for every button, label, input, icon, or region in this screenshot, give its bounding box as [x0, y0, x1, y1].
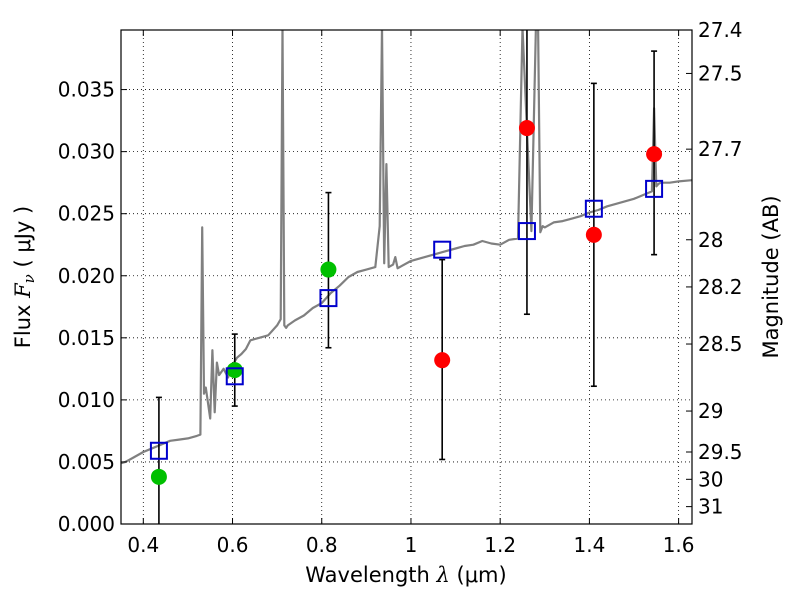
y-tick-label: 0.025	[58, 202, 115, 226]
model-point	[225, 367, 244, 386]
model-point	[433, 240, 452, 259]
y-axis-label: Flux Fν ( μJy )	[11, 206, 38, 348]
model-point	[645, 179, 664, 198]
x-tick-label: 0.8	[306, 533, 338, 557]
y2-tick-label: 29	[698, 399, 723, 423]
detection-point	[320, 261, 337, 278]
y2-tick-label: 27.5	[698, 61, 743, 85]
model-point	[517, 222, 536, 241]
plot-data	[121, 30, 692, 465]
x-axis-label: Wavelength λ (μm)	[305, 563, 506, 587]
limit-point	[434, 352, 451, 369]
detection-point	[226, 362, 243, 379]
y2-tick-label: 31	[698, 495, 723, 519]
y-tick-label: 0.015	[58, 326, 115, 350]
y2-tick-label: 28.2	[698, 275, 743, 299]
x-tick-label: 1.4	[573, 533, 605, 557]
y-tick-label: 0.035	[58, 78, 115, 102]
y-tick-label: 0.030	[58, 140, 115, 164]
limit-point	[585, 226, 602, 243]
y2-tick-label: 28	[698, 228, 723, 252]
y-tick-label: 0.005	[58, 450, 115, 474]
y-tick-label: 0.010	[58, 388, 115, 412]
y2-tick-label: 27.7	[698, 137, 743, 161]
model-point	[584, 199, 603, 218]
x-tick-label: 1	[405, 533, 418, 557]
spectrum-line	[121, 30, 692, 465]
grid-lines	[121, 30, 692, 525]
x-tick-label: 0.6	[217, 533, 249, 557]
y2-tick-label: 29.5	[698, 440, 743, 464]
model-point	[149, 441, 168, 460]
y-tick-label: 0.000	[58, 512, 115, 536]
detection-point	[150, 468, 167, 485]
limit-point	[646, 146, 663, 163]
y2-tick-label: 30	[698, 467, 723, 491]
y2-tick-label: 27.4	[698, 18, 743, 42]
x-tick-label: 0.4	[127, 533, 159, 557]
axis-ticks: 0.4 0.6 0.8 1 1.2 1.4 1.6 0.000 0.005 0.010 0.015 0…	[58, 18, 743, 557]
limit-point	[518, 120, 535, 137]
error-bars	[149, 30, 664, 524]
model-point	[319, 289, 338, 308]
x-tick-label: 1.6	[663, 533, 695, 557]
y2-axis-label: Magnitude (AB)	[759, 195, 783, 358]
y2-tick-label: 28.5	[698, 332, 743, 356]
plot-frame	[120, 29, 693, 525]
x-tick-label: 1.2	[484, 533, 516, 557]
y-tick-label: 0.020	[58, 264, 115, 288]
